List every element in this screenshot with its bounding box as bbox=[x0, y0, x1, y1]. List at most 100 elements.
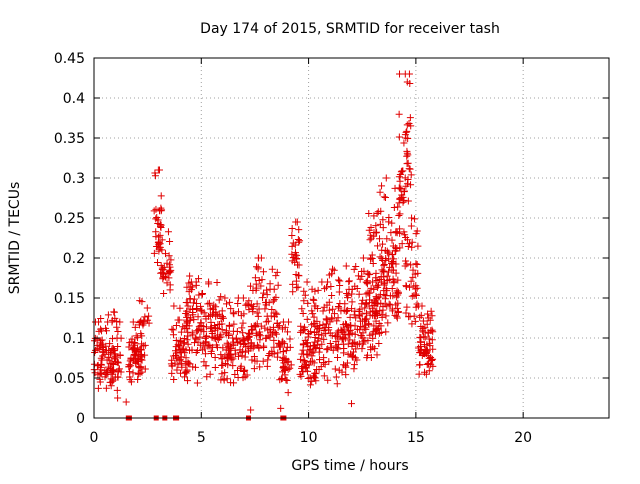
data-point bbox=[279, 364, 287, 372]
data-point bbox=[413, 284, 421, 292]
data-point bbox=[303, 278, 311, 286]
data-point bbox=[131, 323, 139, 331]
data-point bbox=[249, 287, 257, 295]
data-point bbox=[381, 295, 389, 303]
data-point bbox=[160, 272, 168, 280]
data-point bbox=[344, 291, 352, 299]
data-point bbox=[389, 307, 397, 315]
data-point bbox=[129, 369, 137, 377]
data-point bbox=[325, 324, 333, 332]
data-point bbox=[157, 192, 165, 200]
data-point bbox=[423, 341, 431, 349]
data-point bbox=[310, 328, 318, 336]
data-point bbox=[199, 323, 207, 331]
data-point bbox=[166, 268, 174, 276]
data-point bbox=[406, 114, 414, 122]
data-point bbox=[213, 333, 221, 341]
y-tick-label: 0 bbox=[76, 411, 85, 427]
data-point bbox=[258, 276, 266, 284]
data-point bbox=[327, 283, 335, 291]
data-point bbox=[282, 376, 290, 384]
data-point bbox=[113, 386, 121, 394]
data-point bbox=[194, 313, 202, 321]
data-point bbox=[186, 272, 194, 280]
data-point bbox=[195, 275, 203, 283]
data-point bbox=[408, 214, 416, 222]
data-point bbox=[181, 349, 189, 357]
data-point bbox=[377, 207, 385, 215]
data-point bbox=[403, 78, 411, 86]
data-point bbox=[205, 299, 213, 307]
data-point bbox=[235, 308, 243, 316]
data-point bbox=[369, 278, 377, 286]
data-point bbox=[401, 262, 409, 270]
data-point bbox=[106, 340, 114, 348]
data-point bbox=[270, 336, 278, 344]
data-point bbox=[292, 277, 300, 285]
data-point bbox=[314, 305, 322, 313]
data-point bbox=[212, 341, 220, 349]
data-point bbox=[395, 110, 403, 118]
y-tick-label: 0.2 bbox=[63, 251, 85, 267]
data-point bbox=[237, 340, 245, 348]
data-point bbox=[414, 302, 422, 310]
data-point bbox=[168, 325, 176, 333]
data-point bbox=[373, 228, 381, 236]
data-point bbox=[355, 290, 363, 298]
data-point bbox=[194, 338, 202, 346]
data-point bbox=[138, 356, 146, 364]
data-point bbox=[367, 223, 375, 231]
data-point bbox=[356, 326, 364, 334]
data-point bbox=[143, 304, 151, 312]
data-point bbox=[240, 340, 248, 348]
data-point bbox=[201, 334, 209, 342]
data-point bbox=[405, 120, 413, 128]
data-point bbox=[98, 327, 106, 335]
data-point bbox=[325, 358, 333, 366]
data-point bbox=[154, 258, 162, 266]
ticks-layer: 0 0.05 0.1 0.15 0.2 0.25 0.3 0.35 0.4 0.45 0 5 10 15 2… bbox=[54, 51, 609, 446]
data-point bbox=[379, 303, 387, 311]
data-point bbox=[136, 297, 144, 305]
data-point bbox=[334, 302, 342, 310]
data-point bbox=[318, 340, 326, 348]
data-point bbox=[308, 357, 316, 365]
data-point bbox=[170, 376, 178, 384]
data-point bbox=[109, 377, 117, 385]
data-point bbox=[247, 282, 255, 290]
data-point bbox=[364, 269, 372, 277]
data-point bbox=[429, 328, 437, 336]
data-point bbox=[362, 290, 370, 298]
data-point bbox=[362, 325, 370, 333]
data-point bbox=[152, 228, 160, 236]
data-point bbox=[358, 345, 366, 353]
data-point bbox=[292, 218, 300, 226]
data-point bbox=[257, 322, 265, 330]
data-point bbox=[365, 226, 373, 234]
data-point bbox=[280, 365, 288, 373]
data-point bbox=[249, 326, 257, 334]
data-point bbox=[247, 406, 255, 414]
data-point bbox=[98, 356, 106, 364]
data-point bbox=[369, 260, 377, 268]
data-point bbox=[333, 329, 341, 337]
data-point bbox=[253, 300, 261, 308]
data-point bbox=[174, 361, 182, 369]
data-point bbox=[360, 317, 368, 325]
data-point bbox=[429, 345, 437, 353]
data-point bbox=[251, 274, 259, 282]
data-point bbox=[298, 305, 306, 313]
data-point bbox=[253, 341, 261, 349]
data-point bbox=[328, 265, 336, 273]
data-point bbox=[334, 276, 342, 284]
data-point bbox=[365, 271, 373, 279]
data-point bbox=[157, 207, 165, 215]
data-point bbox=[347, 322, 355, 330]
data-point bbox=[274, 349, 282, 357]
data-point bbox=[268, 330, 276, 338]
data-point bbox=[339, 333, 347, 341]
data-point bbox=[302, 360, 310, 368]
data-point bbox=[375, 339, 383, 347]
data-point bbox=[141, 365, 149, 373]
x-tick-label: 5 bbox=[197, 430, 206, 446]
